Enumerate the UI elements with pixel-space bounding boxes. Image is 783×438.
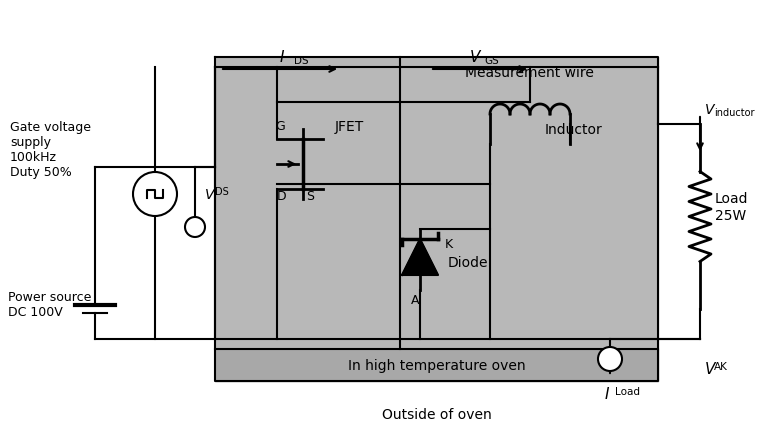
Text: Measurement wire: Measurement wire [464, 66, 594, 80]
Text: Inductor: Inductor [545, 123, 603, 137]
Text: DS: DS [294, 56, 309, 66]
Text: V: V [705, 103, 715, 117]
Text: GS: GS [484, 56, 499, 66]
Text: I: I [605, 387, 609, 402]
Text: D: D [277, 190, 287, 203]
Text: inductor: inductor [714, 108, 755, 118]
Text: V: V [205, 187, 215, 201]
Text: V: V [470, 50, 481, 65]
Text: K: K [445, 238, 453, 251]
Text: V: V [705, 362, 716, 377]
Text: In high temperature oven: In high temperature oven [348, 358, 525, 372]
Text: Diode: Diode [448, 255, 489, 269]
Circle shape [598, 347, 622, 371]
Text: JFET: JFET [335, 120, 364, 134]
Text: I: I [280, 50, 284, 65]
Text: Load: Load [615, 386, 640, 396]
Circle shape [133, 173, 177, 216]
Text: G: G [275, 120, 285, 133]
Circle shape [185, 218, 205, 237]
Polygon shape [402, 240, 438, 276]
Text: DS: DS [215, 187, 229, 197]
Text: Outside of oven: Outside of oven [381, 407, 492, 421]
Text: A: A [411, 294, 419, 307]
Text: AK: AK [714, 361, 728, 371]
Text: Power source
DC 100V: Power source DC 100V [8, 290, 92, 318]
Text: S: S [306, 190, 314, 203]
Text: Gate voltage
supply
100kHz
Duty 50%: Gate voltage supply 100kHz Duty 50% [10, 121, 91, 179]
Text: Load
25W: Load 25W [715, 192, 749, 222]
